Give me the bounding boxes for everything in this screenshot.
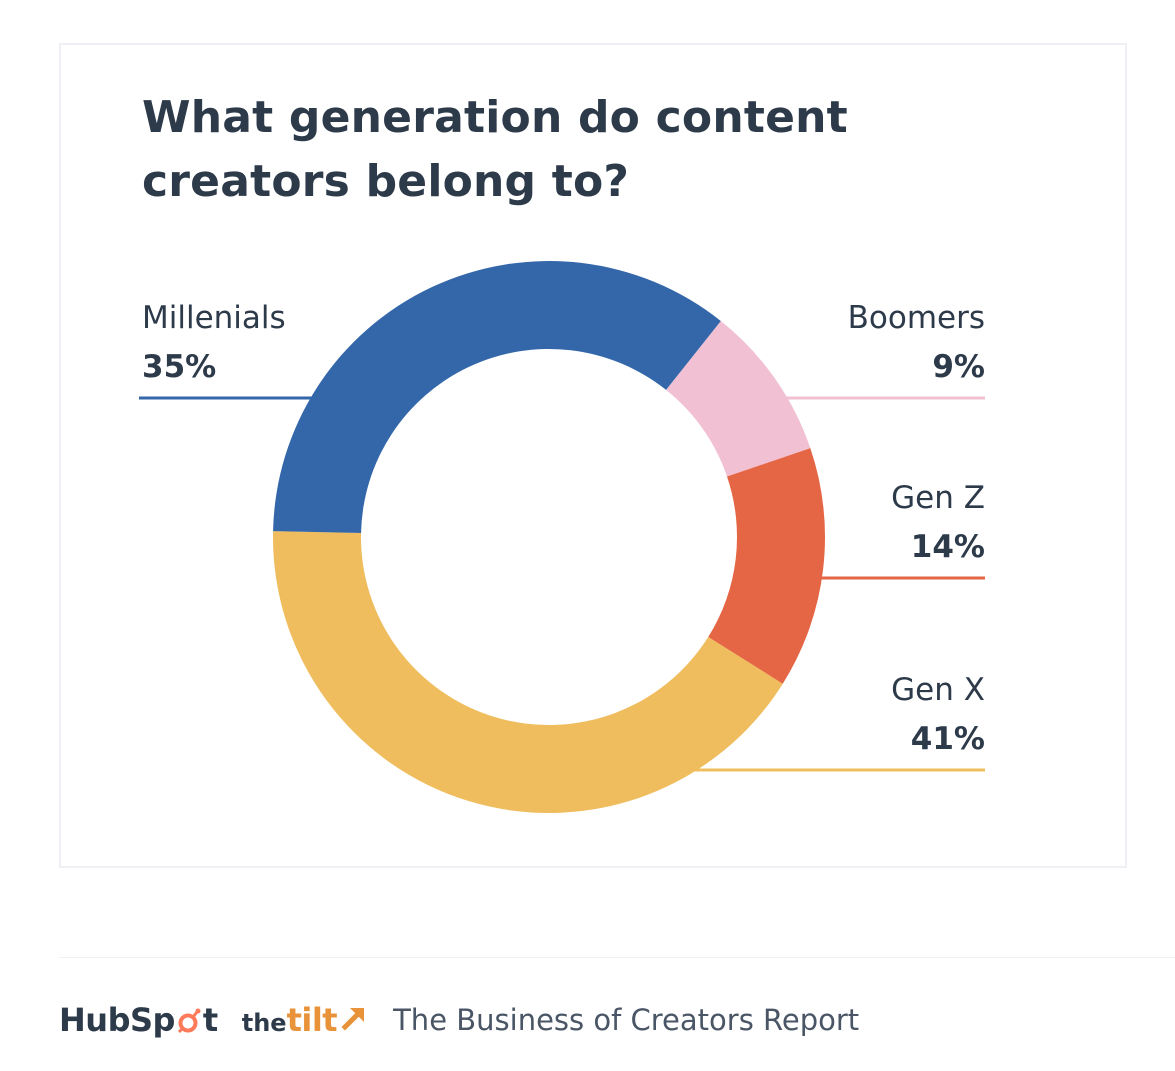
footer-divider — [59, 957, 1175, 958]
slice-label-gen-x: Gen X — [891, 672, 985, 708]
hubspot-sprocket-icon — [177, 1008, 201, 1034]
footer: HubSp t the tilt The Business of Creator… — [59, 995, 859, 1045]
slice-label-millenials: Millenials — [142, 300, 286, 336]
slice-gen-x — [272, 531, 783, 814]
the-tilt-logo-the: the — [241, 1009, 287, 1037]
slice-gen-z — [708, 448, 825, 684]
chart-title: What generation do content creators belo… — [142, 92, 848, 207]
the-tilt-logo: the tilt — [242, 1001, 367, 1039]
slice-millenials — [273, 261, 721, 533]
slice-boomers — [666, 321, 811, 477]
tilt-arrow-icon — [341, 1008, 365, 1031]
slice-value-gen-z: 14% — [911, 529, 985, 565]
hubspot-logo: HubSp t — [59, 1001, 218, 1039]
donut-chart: Boomers 9% Gen Z 14% Gen X 41% Millenials 35% — [139, 261, 985, 814]
report-title: The Business of Creators Report — [393, 1003, 860, 1037]
slice-label-boomers: Boomers — [848, 300, 985, 336]
slice-value-boomers: 9% — [932, 349, 985, 385]
slice-value-gen-x: 41% — [911, 721, 985, 757]
slice-label-gen-z: Gen Z — [891, 480, 985, 516]
the-tilt-logo-tilt: tilt — [286, 1001, 338, 1039]
slice-value-millenials: 35% — [142, 349, 216, 385]
